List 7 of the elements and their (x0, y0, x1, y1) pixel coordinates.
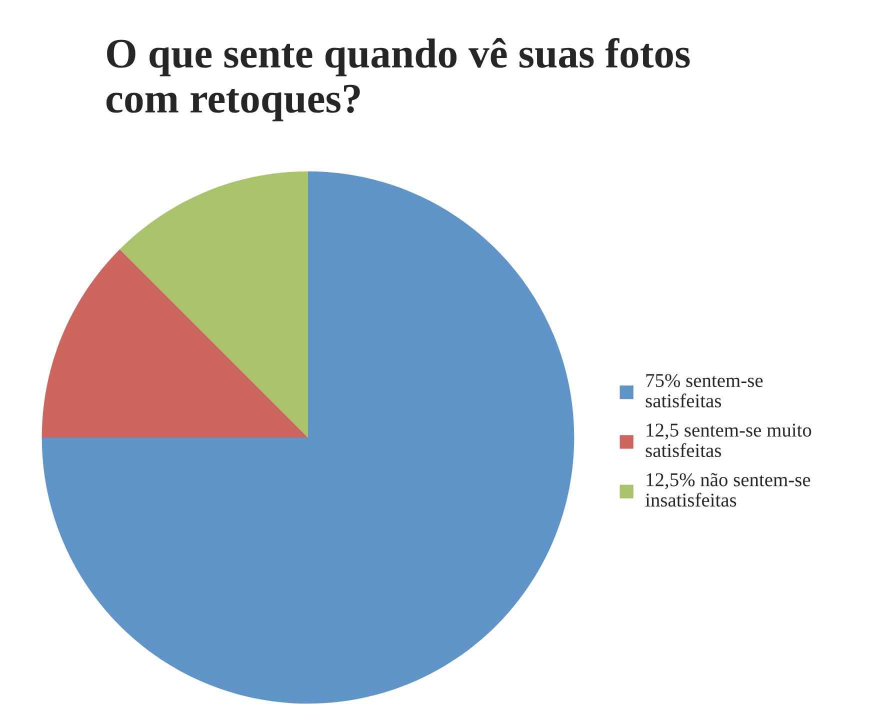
legend-label: 12,5% não sentem-se insatisfeitas (645, 473, 810, 507)
legend-label: 75% sentem-se satisfeitas (646, 374, 763, 408)
legend-label: 12,5 sentem-se muito satisfeitas (646, 424, 812, 458)
pie-slice (42, 249, 308, 438)
pie-slice (120, 171, 308, 438)
chart-title: O que sente quando vê suas fotos com retoques? (106, 38, 690, 122)
pie-slice (42, 171, 574, 704)
